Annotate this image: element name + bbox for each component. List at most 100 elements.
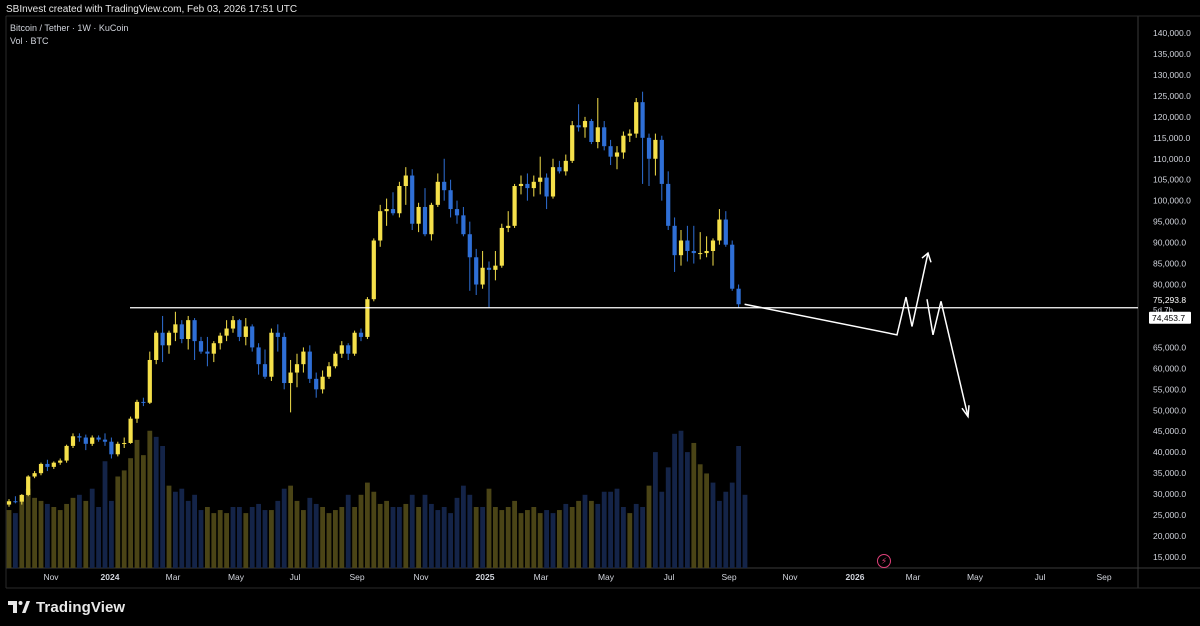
candle-body [205,351,210,354]
candle [19,494,24,505]
volume-bar [473,507,479,568]
volume-bar [403,503,409,568]
candle [512,183,517,228]
volume-bar [480,507,485,568]
time-tick-label: 2025 [476,572,495,582]
candle [70,433,76,449]
candle [666,171,671,231]
candle [314,372,319,398]
candle [614,146,620,170]
candle-body [698,253,703,255]
time-tick-label: May [228,572,245,582]
candle-body [602,127,607,147]
candle [128,416,133,444]
volume-bar [678,430,684,568]
candle [422,188,428,237]
candle-body [326,366,332,377]
volume-bar [45,503,50,568]
time-axis: Nov 2024 Mar May Jul Sep Nov 2025 Mar May Jul Sep No… [43,572,1111,582]
volume-bar [582,494,588,568]
flash-icon[interactable]: ⚡ [877,554,891,568]
candle [525,173,530,201]
candle [83,434,88,451]
projection-path-down [926,299,969,417]
chart-legend: Bitcoin / Tether · 1W · KuCoin Vol · BTC [10,22,128,48]
candle [493,250,498,281]
volume-bar [6,510,12,568]
candle-body [250,326,255,348]
candle [192,318,197,360]
volume-series [6,430,748,568]
volume-bar [121,470,127,568]
volume-bar [576,500,581,568]
candle-body [179,324,184,340]
candle-body [198,341,204,352]
candle [256,343,261,375]
candle [710,238,716,266]
candle-body [474,257,479,285]
candle [160,315,165,363]
candle-body [358,332,364,337]
volume-bar [557,510,562,568]
candle [416,202,421,233]
volume-bar [646,485,652,568]
volume-bar [333,510,338,568]
candle [109,437,114,459]
volume-bar [621,507,626,568]
price-tick-label: 15,000.0 [1153,552,1186,562]
candle-body [314,378,319,390]
candle [275,324,280,352]
price-tick-label: 85,000.0 [1153,259,1186,269]
candle-body [550,167,556,197]
time-tick-label: Nov [43,572,59,582]
price-scale: 140,000.0 135,000.0 130,000.0 125,000.0 120,… [1149,28,1191,562]
volume-bar [601,491,607,568]
candle [294,353,300,388]
last-price-label: 75,293.8 [1153,295,1186,305]
candle-body [166,332,172,346]
candle-body [288,372,293,384]
volume-bar [345,494,351,568]
candle-body [390,209,396,214]
symbol-legend[interactable]: Bitcoin / Tether · 1W · KuCoin [10,23,129,33]
candle-body [90,437,95,444]
candle-body [736,288,741,305]
candle-body [224,328,229,336]
candle-body [595,127,600,142]
volume-bar [249,507,255,568]
price-tick-label: 140,000.0 [1153,28,1191,38]
candle-body [109,441,114,455]
candle [563,154,568,176]
candle-body [301,351,306,365]
candle-body [653,139,658,159]
price-tick-label: 30,000.0 [1153,489,1186,499]
candle [250,324,255,352]
candle-body [538,177,543,182]
candle-body [448,190,453,210]
projection-arrowhead-up [921,251,932,263]
tradingview-logo-icon [8,599,30,615]
candle-body [154,332,159,360]
candle [531,175,536,197]
candle-body [58,460,63,463]
tradingview-brand-text: TradingView [36,598,126,616]
volume-bar [160,446,165,568]
volume-bar [729,482,735,568]
volume-bar [256,503,261,568]
volume-bar [441,507,447,568]
price-tick-label: 65,000.0 [1153,342,1186,352]
projection-path-up [744,252,929,336]
candle-body [307,351,312,379]
candle-body [365,299,370,337]
price-tick-label: 25,000.0 [1153,510,1186,520]
price-tick-label: 50,000.0 [1153,405,1186,415]
volume-legend[interactable]: Vol · BTC [10,36,49,46]
candle-body [230,320,236,329]
candle-body [512,186,517,226]
volume-bar [365,482,370,568]
candle [518,175,524,195]
candle-body [134,401,140,419]
volume-bar [19,494,25,568]
volume-bar [211,513,217,568]
